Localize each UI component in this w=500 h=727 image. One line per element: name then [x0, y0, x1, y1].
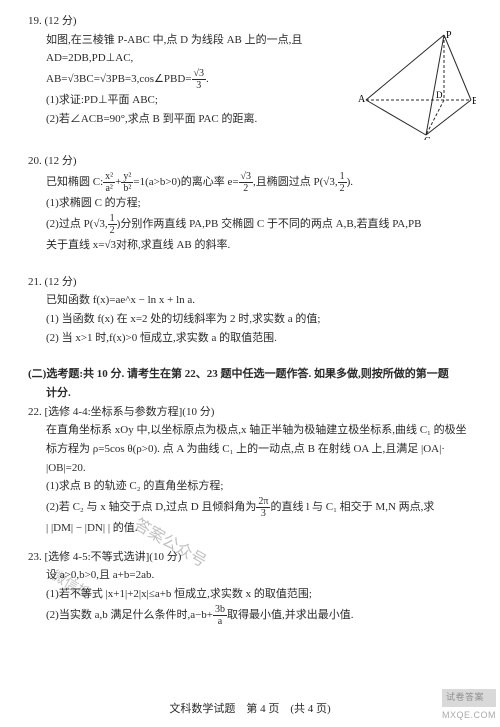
- sub-question: (2)过点 P(√3,12)分别作两直线 PA,PB 交椭圆 C 于不同的两点 …: [46, 213, 472, 236]
- problem-body: 已知函数 f(x)=ae^x − ln x + ln a. (1) 当函数 f(…: [46, 291, 472, 347]
- sub-question: 关于直线 x=√3对称,求直线 AB 的斜率.: [46, 236, 472, 255]
- sub-question: (1) 当函数 f(x) 在 x=2 处的切线斜率为 2 时,求实数 a 的值;: [46, 310, 472, 329]
- problem-number: 22.: [28, 406, 42, 418]
- text-line: 已知椭圆 C:x²a²+y²b²=1(a>b>0)的离心率 e=√32,且椭圆过…: [46, 171, 472, 194]
- text-line: 如图,在三棱锥 P-ABC 中,点 D 为线段 AB 上的一点,且 AD=2DB…: [46, 31, 352, 68]
- sub-question: (1)若不等式 |x+1|+2|x|≤a+b 恒成立,求实数 x 的取值范围;: [46, 585, 472, 604]
- problem-points: (12 分): [45, 276, 77, 288]
- text-line: 设 a>0,b>0,且 a+b=2ab.: [46, 566, 472, 585]
- vertex-P: P: [446, 30, 452, 41]
- text-line: |OB|=20.: [46, 459, 472, 478]
- exam-page: { "page": { "background_color": "#ffffff…: [0, 0, 500, 727]
- sub-question: (1)求椭圆 C 的方程;: [46, 194, 472, 213]
- problem-22: 22. [选修 4-4:坐标系与参数方程](10 分) 在直角坐标系 xOy 中…: [28, 403, 472, 538]
- sub-question: (2)若∠ACB=90°,求点 B 到平面 PAC 的距离.: [46, 110, 352, 129]
- vertex-B: B: [472, 96, 476, 107]
- problem-tag: [选修 4-4:坐标系与参数方程](10 分): [45, 406, 215, 418]
- vertex-D: D: [436, 90, 443, 100]
- problem-points: (12 分): [45, 15, 77, 27]
- text-line: 在直角坐标系 xOy 中,以坐标原点为极点,x 轴正半轴为极轴建立极坐标系,曲线…: [46, 421, 472, 440]
- problem-number: 20.: [28, 155, 42, 167]
- sub-question: | |DM| − |DN| | 的值.: [46, 519, 472, 538]
- text-line: 已知函数 f(x)=ae^x − ln x + ln a.: [46, 291, 472, 310]
- problem-points: (12 分): [45, 155, 77, 167]
- problem-body: 设 a>0,b>0,且 a+b=2ab. (1)若不等式 |x+1|+2|x|≤…: [46, 566, 472, 626]
- problem-20: 20. (12 分) 已知椭圆 C:x²a²+y²b²=1(a>b>0)的离心率…: [28, 152, 472, 254]
- problem-body: 在直角坐标系 xOy 中,以坐标原点为极点,x 轴正半轴为极轴建立极坐标系,曲线…: [46, 421, 472, 537]
- sub-question: (1)求点 B 的轨迹 C₂ 的直角坐标方程;: [46, 477, 472, 496]
- problem-number: 19.: [28, 15, 42, 27]
- tetrahedron-figure: P A B C D: [356, 30, 476, 140]
- section-heading: (二)选考题:共 10 分. 请考生在第 22、23 题中任选一题作答. 如果多…: [28, 365, 472, 402]
- sub-question: (2)若 C₂ 与 x 轴交于点 D,过点 D 且倾斜角为2π3的直线 l 与 …: [46, 496, 472, 519]
- corner-watermark: 试卷答案 MXQE.COM: [442, 689, 496, 723]
- sub-question: (1)求证:PD⊥平面 ABC;: [46, 91, 352, 110]
- vertex-A: A: [358, 94, 366, 105]
- sub-question: (2) 当 x>1 时,f(x)>0 恒成立,求实数 a 的取值范围.: [46, 329, 472, 348]
- sub-question: (2)当实数 a,b 满足什么条件时,a−b+3ba取得最小值,并求出最小值.: [46, 604, 472, 627]
- vertex-C: C: [424, 136, 431, 140]
- problem-21: 21. (12 分) 已知函数 f(x)=ae^x − ln x + ln a.…: [28, 273, 472, 348]
- problem-number: 23.: [28, 551, 42, 563]
- text-line: AB=√3BC=√3PB=3,cos∠PBD=√33.: [46, 68, 352, 91]
- problem-body: 已知椭圆 C:x²a²+y²b²=1(a>b>0)的离心率 e=√32,且椭圆过…: [46, 171, 472, 254]
- problem-tag: [选修 4-5:不等式选讲](10 分): [45, 551, 182, 563]
- problem-23: 23. [选修 4-5:不等式选讲](10 分) 设 a>0,b>0,且 a+b…: [28, 548, 472, 627]
- page-footer: 文科数学试题 第 4 页 (共 4 页): [0, 700, 500, 719]
- text-line: 标方程为 ρ=5cos θ(ρ>0). 点 A 为曲线 C₁ 上的一动点,点 B…: [46, 440, 472, 459]
- problem-number: 21.: [28, 276, 42, 288]
